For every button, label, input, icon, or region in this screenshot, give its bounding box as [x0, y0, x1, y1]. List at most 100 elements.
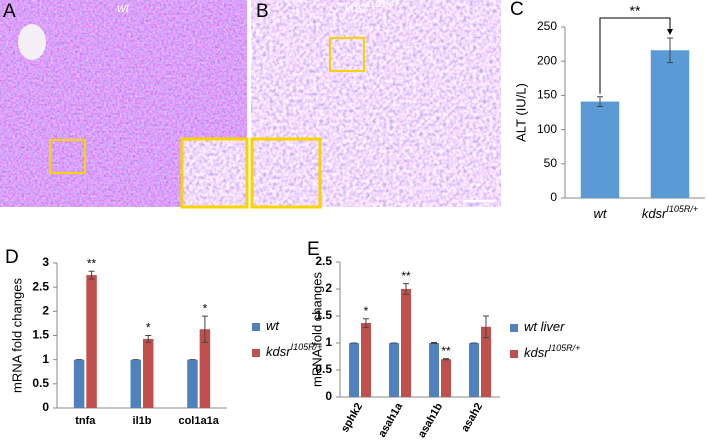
x-tick-label: wt [594, 206, 608, 221]
bracket-arrow [667, 28, 673, 35]
comparison-label: ** [630, 3, 641, 19]
bar [401, 289, 411, 397]
category-text: asah1a [376, 400, 405, 439]
category-text: tnfa [75, 415, 96, 427]
inset-frame [180, 137, 249, 209]
legend-name: wt liver [524, 319, 565, 334]
x-tick-label: kdsrI105R/+ [642, 204, 698, 221]
category-text: sphk2 [339, 401, 365, 435]
inset-frame [250, 137, 322, 209]
category-text: col1a1a [178, 415, 219, 427]
bar [86, 275, 97, 408]
significance: ** [441, 344, 451, 358]
error-bar [431, 341, 437, 345]
y-tick-label: 2 [42, 304, 49, 318]
significance: ** [401, 269, 411, 283]
x-tick-label: asah2 [459, 401, 485, 434]
vessel [18, 24, 46, 60]
roi-box [329, 37, 365, 72]
x-tick-label: asah1b [416, 401, 445, 440]
y-tick-label: 0 [550, 190, 557, 204]
category-sup: I105R/+ [666, 204, 698, 214]
error-bar [443, 358, 449, 361]
error-bar [88, 270, 95, 280]
panel-letter: E [307, 239, 320, 260]
y-tick-label: 2.5 [315, 254, 332, 268]
legend-label: wt [266, 318, 280, 333]
panel-letter: B [256, 1, 269, 22]
category-text: il1b [133, 415, 152, 427]
bar [143, 338, 154, 408]
category-text: kdsr [642, 206, 667, 221]
x-tick-label: col1a1a [178, 415, 219, 427]
inset [251, 139, 320, 207]
label-main: kdsr [345, 1, 369, 15]
y-tick-label: 0 [325, 389, 332, 403]
y-tick-label: 150 [537, 88, 557, 102]
category-text: asah2 [459, 401, 485, 434]
x-tick-label: asah1a [376, 400, 405, 439]
legend-sup: I105R/+ [549, 343, 581, 353]
y-tick-label: 200 [537, 53, 557, 67]
bar [481, 326, 491, 397]
legend-swatch [252, 323, 260, 331]
legend-label: kdsrI105R/+ [266, 342, 322, 359]
significance: * [364, 304, 369, 318]
label-sup: I105R/+ [367, 0, 399, 9]
legend-name: kdsr [266, 344, 291, 359]
bar [130, 359, 141, 408]
bar [441, 359, 451, 397]
y-tick-label: 1 [42, 352, 49, 366]
image-label: wt [117, 1, 130, 15]
x-tick-label: il1b [133, 415, 152, 427]
bar [580, 101, 620, 198]
panel-letter: D [5, 247, 19, 268]
legend-swatch [252, 349, 260, 357]
legend-swatch [510, 350, 518, 358]
bar [187, 359, 198, 408]
image-a [0, 0, 249, 209]
error-bar [667, 37, 673, 64]
legend-sup: I105R/+ [291, 342, 323, 352]
bar [389, 343, 399, 397]
error-bar [403, 283, 409, 295]
bar [199, 329, 211, 408]
significance: ** [87, 256, 97, 270]
y-axis-label: ALT (IU/L) [513, 83, 528, 142]
y-tick-label: 1 [325, 335, 332, 349]
error-bar [483, 315, 489, 339]
y-tick-label: 3 [42, 255, 49, 269]
bar [469, 343, 479, 397]
comparison-bracket [599, 17, 671, 94]
y-axis-label: mRNA fold changes [309, 272, 324, 387]
y-axis-label: mRNA fold changes [9, 278, 24, 393]
bar [73, 359, 85, 408]
bar [361, 323, 371, 397]
y-tick-label: 250 [537, 19, 557, 33]
bar [650, 50, 690, 199]
legend-swatch [510, 324, 518, 332]
y-tick-label: 0 [42, 400, 49, 414]
error-bar [145, 335, 152, 343]
inset [182, 139, 247, 207]
bar [429, 343, 439, 397]
panel-letter: C [510, 0, 524, 20]
bar [349, 343, 359, 397]
significance: * [203, 301, 208, 315]
y-tick-label: 1.5 [315, 308, 332, 322]
y-tick-label: 50 [544, 156, 558, 170]
legend-name: kdsr [524, 345, 549, 360]
legend-name: wt [266, 318, 280, 333]
significance: * [146, 321, 151, 335]
error-bar [597, 96, 603, 107]
panel-letter: A [3, 1, 16, 22]
roi-box [49, 139, 86, 174]
y-tick-label: 2 [325, 281, 332, 295]
category-text: asah1b [416, 401, 445, 440]
category-text: wt [594, 206, 608, 221]
x-tick-label: tnfa [75, 415, 96, 427]
y-tick-label: 0.5 [32, 376, 49, 390]
x-tick-label: sphk2 [339, 401, 365, 435]
y-tick-label: 2.5 [32, 279, 49, 293]
